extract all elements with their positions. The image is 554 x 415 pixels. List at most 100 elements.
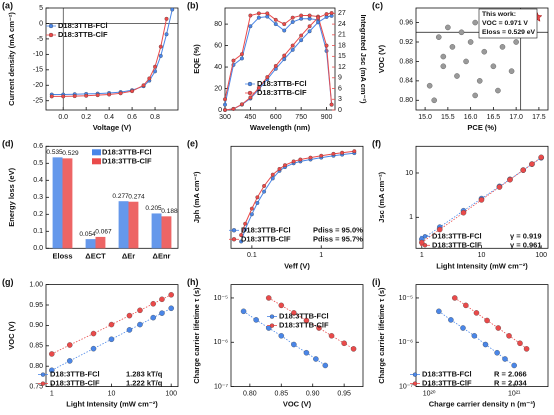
legend-marker [48,23,54,29]
marker [331,151,336,156]
marker [150,301,156,307]
legend-label: D18:3TTB-ClF [257,88,307,97]
marker [458,29,465,36]
marker [298,157,303,162]
x-axis-label: Charge carrier density n (m⁻³) [429,400,536,409]
legend-label: D18:3TTB-FCl [279,312,329,321]
marker [164,32,169,37]
panel-label: (b) [187,0,199,10]
marker [471,333,478,339]
plot-frame [45,284,179,388]
legend-label: D18:3TTB-ClF [422,379,472,388]
marker [291,159,296,164]
y-tick-label: 0.4 [33,177,43,184]
x-tick-label: 450 [245,114,257,121]
x-axis-label: Light Intensity (mW cm⁻²) [66,400,158,409]
y-tick-label: 0.88 [399,58,413,65]
y2-tick-label: 24 [338,21,346,28]
marker [426,82,433,89]
x-tick-label: 10²⁰ [423,389,436,397]
marker [352,149,357,154]
marker [517,340,523,347]
legend-marker [231,228,237,233]
legend-marker [269,323,275,328]
marker [449,44,456,50]
marker [290,15,295,20]
marker [262,184,267,188]
marker [147,76,152,81]
marker [494,350,500,356]
x-axis-label: VOC (V) [283,400,312,409]
y-axis-label: VOC (V) [7,321,16,350]
legend-swatch [92,149,101,156]
y-tick-label: -5 [37,36,43,43]
marker [303,350,310,356]
marker [472,92,478,99]
legend-label: D18:3TTB-FCl [58,21,108,30]
x-tick-label: 100 [165,390,177,397]
marker [107,92,112,97]
panel-label: (a) [2,0,13,10]
x-tick-label: 15.5 [441,114,455,121]
panel: (h) 10⁻⁷ 10⁻⁶ 10⁻⁵ 0.80 0.85 0.90 0.95 VOC (V) Ch… [187,277,364,409]
x-tick-label: Eloss [52,251,72,260]
marker [290,47,295,52]
marker [270,176,275,181]
y-tick-label: 0.2 [33,211,43,218]
y-tick-label: 80 [214,21,222,28]
y-tick-label: 10⁻⁵ [214,295,228,302]
legend-label: D18:3TTB-ClF [241,234,291,243]
y-axis-label: Energy loss (eV) [7,167,16,226]
marker [283,163,287,168]
marker [490,63,497,70]
annotation: R = 2.066 [494,370,527,379]
marker [431,97,437,104]
marker [496,184,503,190]
marker [341,340,347,347]
panel-label: (h) [187,277,199,287]
x-tick-label: 17.0 [509,114,523,121]
marker [239,239,244,244]
marker [278,302,285,309]
marker [299,13,304,18]
marker [256,11,261,16]
marker [61,94,66,99]
y-tick-label: 0.80 [29,363,43,370]
panel: (e) 0.1 1 Veff (V) Jph (mA cm⁻²) D18:3TTB-FCl… [187,139,364,270]
legend-marker [412,381,418,386]
marker [445,24,451,31]
marker [168,292,174,298]
marker [299,38,304,43]
x-axis-label: Voltage (V) [93,123,132,132]
y-axis-label: Jsc (mA cm⁻²) [377,171,386,222]
marker [463,302,469,309]
value-label: 0.188 [161,208,178,215]
panel-label: (d) [2,139,14,149]
marker [513,39,519,45]
marker [168,305,174,312]
value-label: 0.054 [79,231,96,238]
y-tick-label: -15 [33,67,43,74]
marker [324,12,329,17]
marker [495,87,501,94]
marker [316,325,322,331]
y-tick-label: 10⁻⁷ [399,383,413,390]
marker [108,321,115,328]
x-tick-label: ΔEr [122,251,135,260]
plot-frame [224,7,336,111]
marker [437,226,443,233]
marker [118,91,123,96]
marker [282,53,287,58]
marker [499,44,506,50]
marker [529,161,535,167]
y-tick-label: -25 [33,98,43,105]
x-tick-label: 0.0 [58,114,68,121]
bar [52,157,63,249]
x-tick-label: 15.0 [418,114,432,121]
x-tick-label: 0.6 [127,114,137,121]
x-tick-label: 10 [108,390,116,397]
marker [141,83,146,88]
marker [291,310,297,316]
marker [290,20,295,24]
